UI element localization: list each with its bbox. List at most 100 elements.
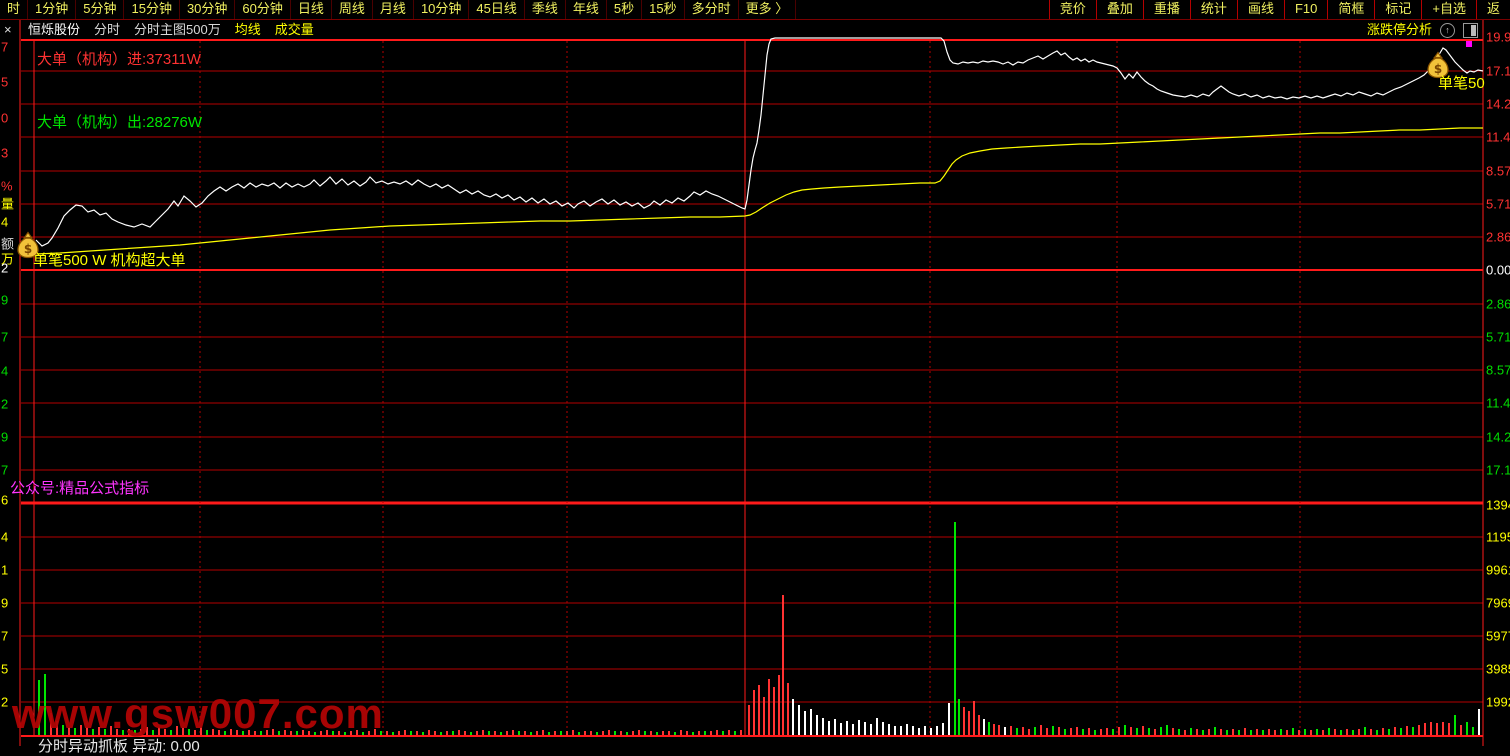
tab-2[interactable]: 分时主图500万 — [134, 22, 221, 37]
tab-3[interactable]: 均线 — [234, 22, 261, 37]
volume-bar — [983, 719, 985, 735]
menu-item-tool-0[interactable]: 竞价 — [1048, 0, 1096, 19]
volume-bar — [368, 731, 370, 735]
menu-left: 时 1分钟 5分钟 15分钟 30分钟 60分钟 日线 周线 月线 10分钟 45日线 季线 年线 5秒 1… — [0, 0, 797, 19]
menu-item-tool-9[interactable]: 返 — [1475, 0, 1510, 19]
volume-bar — [1082, 729, 1084, 735]
menu-item-period-2[interactable]: 5分钟 — [76, 0, 125, 19]
menu-item-period-3[interactable]: 15分钟 — [124, 0, 180, 19]
volume-bar — [988, 722, 990, 735]
volume-bar — [1274, 730, 1276, 735]
expand-arrow-icon[interactable]: ↑ — [1440, 22, 1455, 38]
volume-bar — [200, 727, 202, 735]
menu-item-period-4[interactable]: 30分钟 — [180, 0, 236, 19]
volume-bar — [278, 731, 280, 735]
volume-bar — [128, 729, 130, 735]
right-axis-label: 11.42% — [1486, 129, 1510, 145]
limit-analysis-button[interactable]: 涨跌停分析 — [1366, 22, 1432, 37]
menu-item-tool-7[interactable]: 标记 — [1374, 0, 1421, 19]
money-bag-icon: $ — [17, 231, 39, 259]
left-axis-glyph: 4 — [1, 214, 9, 230]
menu-item-period-15[interactable]: 多分时 — [685, 0, 739, 19]
split-pane-icon[interactable] — [1463, 22, 1478, 38]
volume-bar — [668, 731, 670, 735]
volume-bar — [870, 724, 872, 735]
volume-bar — [1184, 730, 1186, 735]
right-tools: 涨跌停分析 ↑ — [1367, 21, 1478, 39]
volume-bar — [1232, 729, 1234, 735]
volume-bar — [963, 707, 965, 735]
volume-bar — [978, 715, 980, 735]
menu-item-tool-5[interactable]: F10 — [1283, 0, 1327, 19]
tab-group: 恒烁股份 分时 分时主图500万 均线 成交量 — [28, 21, 314, 39]
volume-bar — [176, 726, 178, 735]
volume-bar — [1286, 730, 1288, 735]
left-axis-glyph: 4 — [1, 363, 9, 379]
menu-item-period-0[interactable]: 时 — [0, 0, 29, 19]
volume-bar — [218, 730, 220, 735]
volume-bar — [458, 730, 460, 735]
menu-item-period-16[interactable]: 更多 〉 — [739, 0, 797, 19]
volume-bar — [864, 722, 866, 735]
right-axis-label: 14.28% — [1486, 429, 1510, 445]
menu-item-period-11[interactable]: 季线 — [525, 0, 566, 19]
volume-bar — [74, 728, 76, 735]
right-axis-label: 0.00% — [1486, 262, 1510, 278]
menu-item-period-12[interactable]: 年线 — [566, 0, 607, 19]
menu-item-period-6[interactable]: 日线 — [291, 0, 332, 19]
volume-bar — [614, 731, 616, 735]
volume-bar — [182, 728, 184, 735]
volume-bar — [1178, 729, 1180, 735]
tab-1[interactable]: 分时 — [94, 22, 121, 37]
right-axis-label: 8.57% — [1486, 362, 1510, 378]
menu-item-period-1[interactable]: 1分钟 — [28, 0, 77, 19]
volume-bar — [1478, 709, 1480, 735]
menu-item-tool-1[interactable]: 叠加 — [1095, 0, 1143, 19]
average-price-line — [35, 127, 1483, 255]
left-axis-glyph: 5 — [1, 74, 9, 90]
menu-item-tool-3[interactable]: 统计 — [1189, 0, 1237, 19]
volume-bar — [758, 685, 760, 735]
volume-bar — [260, 731, 262, 735]
menu-item-period-7[interactable]: 周线 — [332, 0, 373, 19]
volume-bar — [452, 731, 454, 735]
menu-item-tool-8[interactable]: +自选 — [1421, 0, 1476, 19]
svg-text:$: $ — [1434, 62, 1442, 76]
volume-bar — [146, 727, 148, 735]
volume-bar — [1124, 725, 1126, 735]
volume-bar — [212, 729, 214, 735]
volume-bar — [748, 705, 750, 735]
volume-bar — [840, 723, 842, 735]
menu-item-tool-6[interactable]: 简框 — [1327, 0, 1374, 19]
menu-item-period-9[interactable]: 10分钟 — [414, 0, 470, 19]
volume-bar — [792, 699, 794, 735]
volume-bar — [1190, 728, 1192, 735]
menu-item-period-8[interactable]: 月线 — [373, 0, 414, 19]
left-axis-glyph: 2 — [1, 260, 9, 276]
menu-item-period-5[interactable]: 60分钟 — [235, 0, 291, 19]
tab-4[interactable]: 成交量 — [274, 22, 314, 37]
volume-bar — [1004, 727, 1006, 735]
volume-bar — [1382, 728, 1384, 735]
menu-item-period-13[interactable]: 5秒 — [607, 0, 643, 19]
volume-bar — [530, 732, 532, 735]
volume-bar — [930, 728, 932, 735]
volume-bar — [876, 718, 878, 735]
volume-bar — [1364, 727, 1366, 735]
menu-item-tool-4[interactable]: 画线 — [1236, 0, 1284, 19]
volume-bar — [1046, 728, 1048, 735]
volume-bar — [572, 730, 574, 735]
volume-bar — [1466, 722, 1468, 735]
close-icon[interactable]: × — [4, 22, 12, 37]
menu-item-period-10[interactable]: 45日线 — [469, 0, 525, 19]
menu-right: 竞价 叠加 重播 统计 画线 F10 简框 标记 +自选返 — [1048, 0, 1510, 19]
menu-item-period-14[interactable]: 15秒 — [642, 0, 685, 19]
volume-bar — [948, 703, 950, 735]
volume-bar — [674, 732, 676, 735]
volume-bar — [1418, 725, 1420, 735]
volume-bar — [284, 730, 286, 735]
volume-bar — [554, 731, 556, 735]
tab-0[interactable]: 恒烁股份 — [28, 22, 81, 37]
menu-item-tool-2[interactable]: 重播 — [1142, 0, 1190, 19]
